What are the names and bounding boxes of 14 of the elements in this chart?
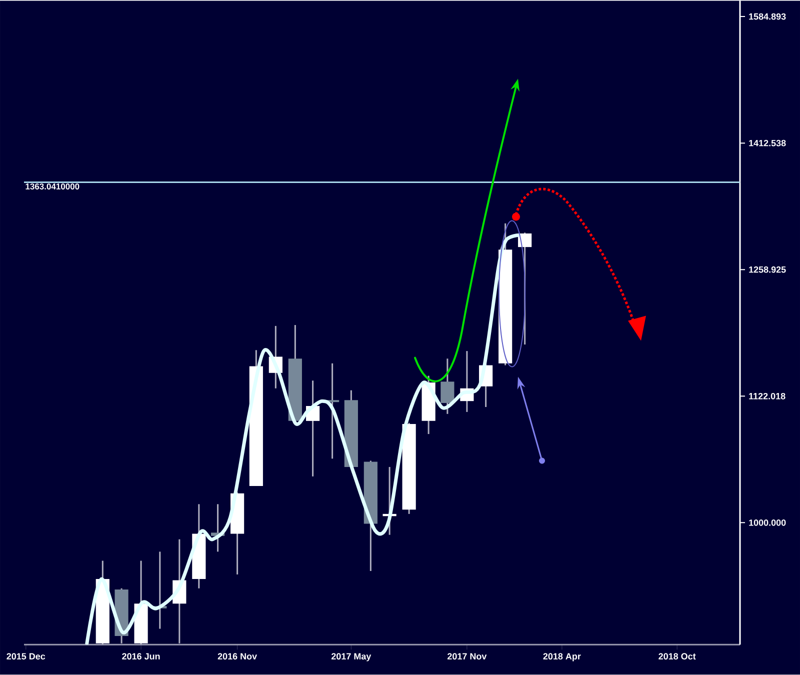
y-tick-label: 1412.538 [749,140,786,146]
x-tick-label: 2018 Apr [543,653,581,662]
x-tick-label: 2016 Nov [218,653,258,660]
x-tick-label: 2017 May [331,653,372,662]
ref-line-label: 1363.0410000 [26,184,80,190]
x-tick-label: 2017 Nov [447,653,487,660]
y-tick-label: 1258.925 [749,266,786,273]
x-tick-label: 2018 Oct [658,653,696,660]
y-tick-label: 1584.893 [749,13,786,20]
y-tick-label: 1000.000 [749,520,786,526]
y-tick-label: 1122.018 [749,393,786,400]
x-tick-label: 2016 Jun [122,653,160,660]
x-tick-label: 2015 Dec [6,653,46,660]
candlestick [440,358,454,415]
